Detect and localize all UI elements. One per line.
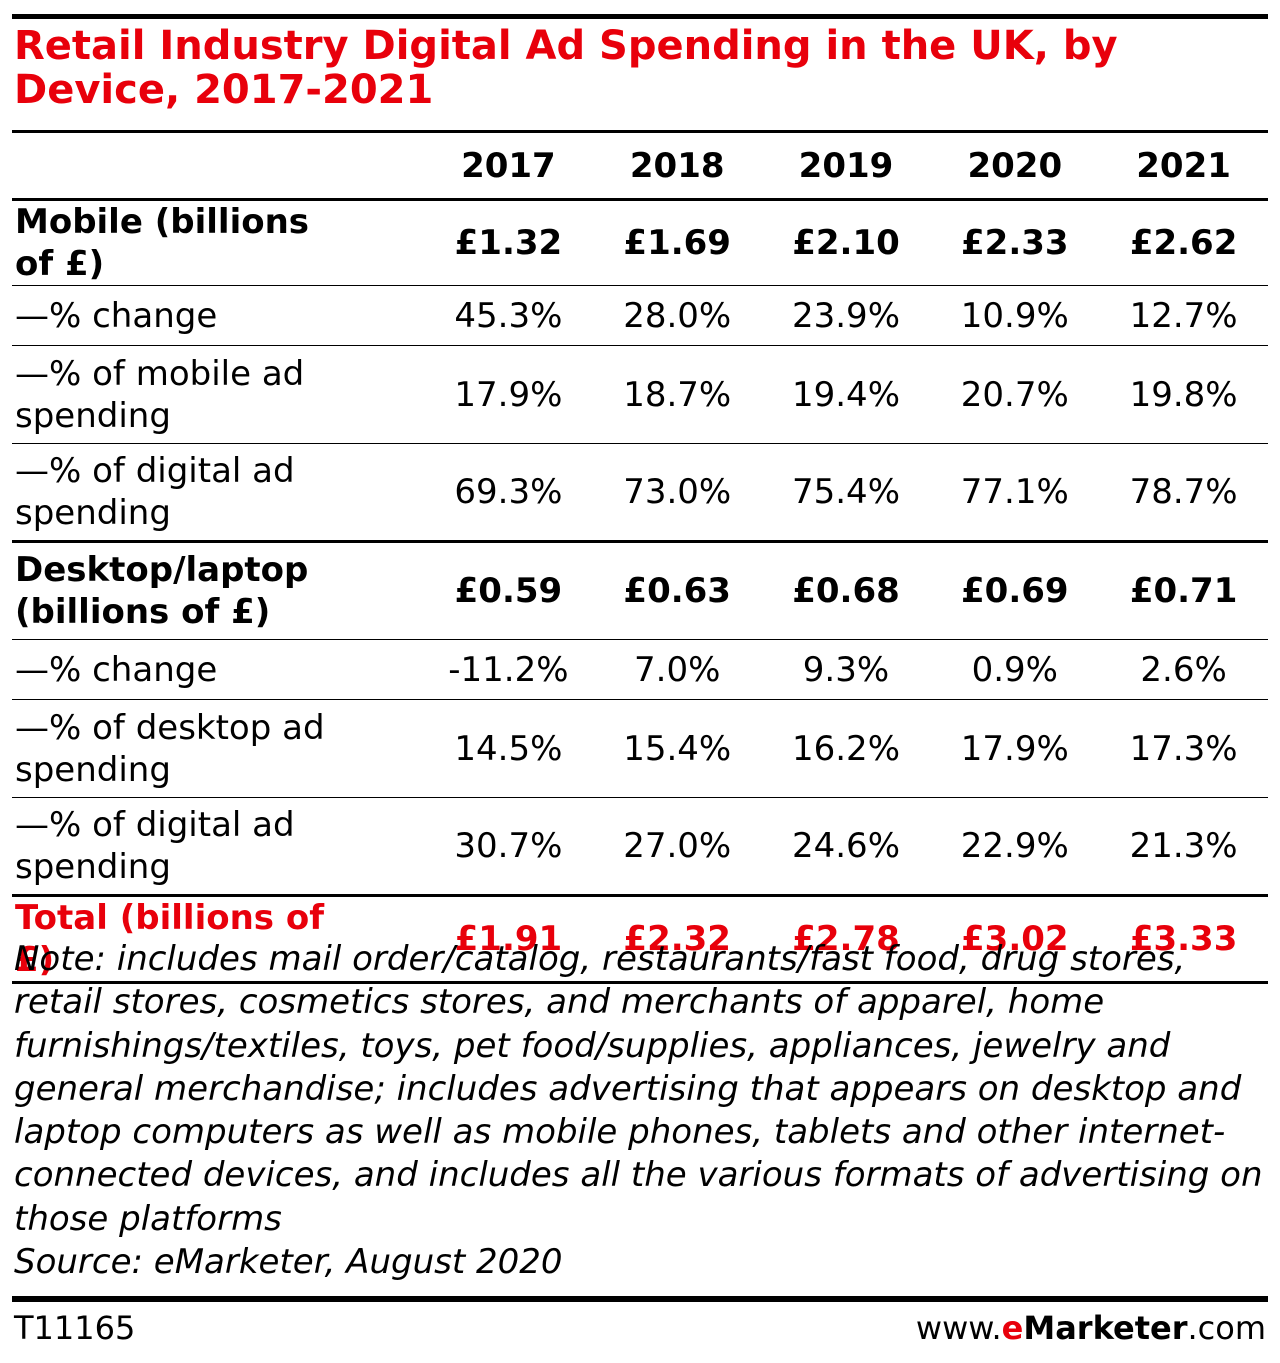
note-text: Note: includes mail order/catalog, resta… xyxy=(14,939,1263,1239)
table-cell: 9.3% xyxy=(802,649,890,690)
brand-prefix: www. xyxy=(915,1309,1002,1347)
table-cell: 16.2% xyxy=(791,728,900,769)
table-row: —% of desktop ad spending 14.5% 15.4% 16.2%… xyxy=(12,700,1268,798)
table-cell: £0.69 xyxy=(961,571,1069,611)
brand-name: Marketer xyxy=(1023,1309,1188,1347)
table-cell: 18.7% xyxy=(623,374,732,415)
table-row: —% of digital ad spending 30.7% 27.0% 24.6%… xyxy=(12,798,1268,896)
table-cell: £2.78 xyxy=(792,919,900,959)
table-row: —% change -11.2% 7.0% 9.3% 0.9% 2.6% xyxy=(12,640,1268,700)
row-label: —% change xyxy=(15,295,218,336)
table-cell: 12.7% xyxy=(1129,295,1238,336)
table-row: Desktop/laptop (billions of £) £0.59 £0.63… xyxy=(12,542,1268,640)
table-cell: -11.2% xyxy=(448,649,569,690)
table-cell: 73.0% xyxy=(623,472,732,512)
table-cell: £0.71 xyxy=(1129,571,1238,611)
table-cell: 69.3% xyxy=(454,472,563,512)
table-cell: £2.10 xyxy=(792,223,900,263)
column-header: 2017 xyxy=(461,145,556,186)
chart-title: Retail Industry Digital Ad Spending in t… xyxy=(14,23,1118,113)
table-cell: £3.02 xyxy=(961,919,1069,959)
source-text: Source: eMarketer, August 2020 xyxy=(14,1242,563,1283)
bottom-rule xyxy=(12,1296,1268,1302)
brand-logo[interactable]: www.eMarketer.com xyxy=(916,1308,1266,1348)
table-cell: £0.63 xyxy=(623,571,731,611)
top-rule xyxy=(12,14,1268,19)
table-cell: £2.33 xyxy=(961,223,1069,263)
table-cell: 27.0% xyxy=(623,826,732,866)
table-cell: £2.32 xyxy=(623,919,731,959)
column-header: 2019 xyxy=(798,145,894,186)
table-cell: 14.5% xyxy=(454,728,563,769)
table-cell: 23.9% xyxy=(791,295,900,336)
header-row: 2017 2018 2019 2020 2021 xyxy=(12,131,1268,200)
brand-e: e xyxy=(1001,1309,1024,1347)
brand-suffix: .com xyxy=(1187,1309,1266,1347)
table-cell: 17.9% xyxy=(960,728,1069,769)
data-table: 2017 2018 2019 2020 2021 Mobile (billion… xyxy=(12,130,1268,984)
row-label: —% of digital ad spending xyxy=(15,451,295,533)
table-cell: 21.3% xyxy=(1129,826,1238,866)
table-cell: 17.9% xyxy=(454,374,563,415)
row-label: Total (billions of £) xyxy=(15,898,325,980)
header-blank xyxy=(12,132,424,200)
table-cell: £0.68 xyxy=(792,571,900,611)
table-cell: 75.4% xyxy=(791,472,900,512)
table-row: —% of mobile ad spending 17.9% 18.7% 19.4% 2… xyxy=(12,346,1268,444)
table-cell: 2.6% xyxy=(1140,649,1227,690)
table-cell: 19.4% xyxy=(791,374,900,415)
table-cell: 15.4% xyxy=(623,728,732,769)
table-cell: £2.62 xyxy=(1129,223,1238,263)
table-cell: 77.1% xyxy=(960,472,1069,512)
table-cell: £1.69 xyxy=(623,223,731,263)
row-label: —% of digital ad spending xyxy=(15,805,295,887)
column-header: 2020 xyxy=(967,145,1063,186)
note-block: Note: includes mail order/catalog, resta… xyxy=(14,938,1264,1284)
total-row: Total (billions of £) £1.91 £2.32 £2.78 £3.0… xyxy=(12,896,1268,983)
table-id: T11165 xyxy=(14,1309,136,1347)
row-label: —% of mobile ad spending xyxy=(15,353,305,436)
table-row: —% change 45.3% 28.0% 23.9% 10.9% 12.7% xyxy=(12,286,1268,346)
column-header: 2018 xyxy=(629,145,725,186)
row-label: Mobile (billions of £) xyxy=(15,202,310,284)
table-cell: 24.6% xyxy=(791,826,900,866)
table-cell: 28.0% xyxy=(623,295,732,336)
column-header: 2021 xyxy=(1136,145,1231,186)
row-label: Desktop/laptop (billions of £) xyxy=(15,550,309,632)
table-cell: £0.59 xyxy=(454,571,563,611)
table-row: —% of digital ad spending 69.3% 73.0% 75.4%… xyxy=(12,444,1268,542)
table-cell: 10.9% xyxy=(960,295,1069,336)
table-cell: 45.3% xyxy=(454,295,563,336)
table-cell: 7.0% xyxy=(634,649,721,690)
table-cell: 78.7% xyxy=(1129,472,1238,512)
table-cell: £3.33 xyxy=(1129,919,1238,959)
table-cell: 17.3% xyxy=(1129,728,1238,769)
table-cell: 30.7% xyxy=(454,826,563,866)
table-cell: £1.91 xyxy=(454,919,563,959)
table-row: Mobile (billions of £) £1.32 £1.69 £2.10 £2.… xyxy=(12,200,1268,286)
row-label: —% of desktop ad spending xyxy=(15,707,325,790)
table-cell: 22.9% xyxy=(960,826,1069,866)
row-label: —% change xyxy=(15,649,218,690)
table-cell: 0.9% xyxy=(971,649,1058,690)
table-cell: 19.8% xyxy=(1129,374,1238,415)
table-cell: £1.32 xyxy=(454,223,563,263)
table-cell: 20.7% xyxy=(960,374,1069,415)
